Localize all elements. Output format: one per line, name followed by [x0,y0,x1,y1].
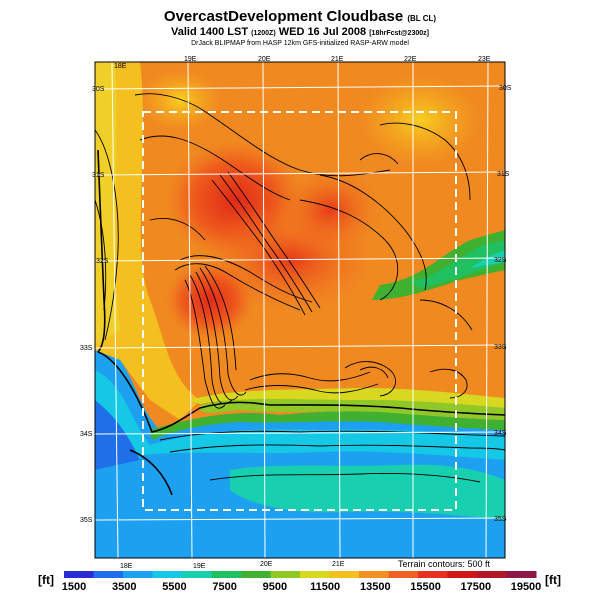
lat-label-right: 30S [499,85,512,92]
lat-label-left: 35S [80,517,93,524]
lon-label-top: 21E [331,56,344,63]
forecast-tag: [18hrFcst@2300z] [369,30,429,37]
color-swatch [93,571,124,578]
lat-label-right: 35S [494,516,507,523]
lat-label-left: 32S [96,258,109,265]
color-swatch [329,571,360,578]
color-swatch [447,571,478,578]
color-tick-label: 11500 [310,581,340,593]
color-tick-label: 5500 [162,581,186,593]
inner-domain-box [142,111,457,511]
terrain-note: Terrain contours: 500 ft [398,559,491,569]
lon-label-top: 22E [404,56,417,63]
lon-label-top: 18E [114,63,127,70]
title-text: OvercastDevelopment Cloudbase [163,8,404,25]
color-swatch [477,571,507,578]
color-swatch [418,571,448,578]
color-scale-ticks: 1500 3500 5500 7500 9500 11500 13500 15500 17500… [62,581,542,593]
color-tick-label: 3500 [112,581,136,593]
cloudbase-field [95,62,505,558]
lat-label-left: 31S [92,172,105,179]
unit-right: [ft] [545,573,561,587]
lon-label-top: 23E [478,56,491,63]
valid-date: WED 16 Jul 2008 [278,26,367,38]
unit-left: [ft] [38,573,54,587]
color-tick-label: 17500 [460,581,491,593]
color-tick-label: 13500 [360,581,391,593]
color-swatch [359,571,389,578]
color-tick-label: 15500 [410,581,441,593]
color-swatch [182,571,212,578]
valid-time-line: Valid 1400 LST (1200Z) WED 16 Jul 2008 [… [0,26,600,38]
lon-label-bottom: 19E [193,563,206,570]
lat-label-right: 33S [494,344,507,351]
color-tick-label: 7500 [212,581,236,593]
color-swatch [64,571,94,578]
color-scale-bar [64,571,537,578]
color-swatch [388,571,419,578]
lon-label-bottom: 20E [260,561,273,568]
title-tag: (BL CL) [407,14,437,23]
model-line: DrJack BLIPMAP from HASP 12km GFS-initia… [191,40,409,47]
color-swatch [152,571,183,578]
lat-label-right: 31S [497,171,510,178]
lat-label-right: 32S [494,257,507,264]
color-swatch [270,571,301,578]
color-tick-label: 1500 [62,581,86,593]
color-swatch [241,571,271,578]
lat-label-left: 30S [92,86,105,93]
valid-time: Valid 1400 LST [171,26,249,38]
lon-label-bottom: 18E [120,563,133,570]
lon-label-bottom: 21E [332,561,345,568]
lat-label-left: 33S [80,345,93,352]
lat-label-right: 34S [494,430,507,437]
lon-label-top: 19E [184,56,197,63]
color-swatch [211,571,242,578]
color-tick-label: 19500 [511,581,542,593]
color-swatch [300,571,330,578]
color-swatch [123,571,153,578]
color-swatch [506,571,537,578]
lat-label-left: 34S [80,431,93,438]
valid-utc: (1200Z) [251,30,276,37]
color-tick-label: 9500 [263,581,287,593]
map-title: OvercastDevelopment Cloudbase (BL CL) [0,8,600,25]
lon-label-top: 20E [258,56,271,63]
